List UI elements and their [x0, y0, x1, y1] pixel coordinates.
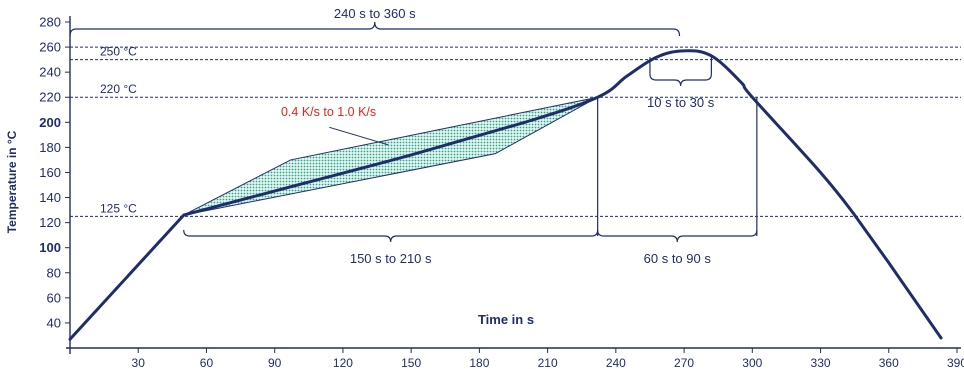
reference-line-label: 125 °C — [100, 201, 137, 215]
x-tick-label: 360 — [879, 356, 899, 369]
y-tick-label: 160 — [39, 165, 61, 180]
x-tick-label: 300 — [742, 356, 762, 369]
y-tick-label: 220 — [39, 90, 61, 105]
ramp-rate-label: 0.4 K/s to 1.0 K/s — [281, 105, 376, 119]
x-tick-label: 210 — [538, 356, 558, 369]
temperature-profile — [68, 49, 943, 341]
time-brackets: 240 s to 360 s 150 s to 210 s 60 s to 90 s… — [69, 6, 758, 266]
y-tick-label: 240 — [39, 65, 61, 80]
y-tick-label: 260 — [39, 40, 61, 55]
total-time-brace — [69, 21, 681, 37]
temperature-profile-line — [68, 49, 943, 341]
y-tick-label: 140 — [39, 190, 61, 205]
y-tick-label: 40 — [47, 315, 61, 330]
ramp-rate-pointer — [329, 126, 389, 146]
peak-time-label: 10 s to 30 s — [647, 95, 715, 110]
reference-line-label: 220 °C — [100, 82, 137, 96]
reference-line-label: 250 °C — [100, 45, 137, 59]
x-tick-label: 330 — [811, 356, 831, 369]
y-axis-label: Temperature in °C — [5, 130, 19, 233]
y-tick-label: 100 — [39, 240, 61, 255]
x-tick-label: 270 — [674, 356, 694, 369]
peak-time-brace — [649, 73, 712, 87]
x-axis-label: Time in s — [478, 312, 534, 327]
x-tick-label: 90 — [268, 356, 282, 369]
y-tick-label: 180 — [39, 140, 61, 155]
x-tick-label: 390 — [947, 356, 964, 369]
axes: 40 60 80 100 120 140 160 180 200 220 240 260 280 30 60… — [39, 15, 964, 369]
y-tick-label: 80 — [47, 265, 61, 280]
reflow-time-brace — [597, 229, 758, 243]
x-tick-label: 180 — [469, 356, 489, 369]
preheat-time-brace — [183, 229, 599, 243]
x-tick-label: 60 — [200, 356, 214, 369]
total-time-label: 240 s to 360 s — [334, 6, 416, 21]
y-tick-label: 120 — [39, 215, 61, 230]
y-tick-label: 280 — [39, 15, 61, 30]
x-tick-label: 120 — [333, 356, 353, 369]
preheat-time-label: 150 s to 210 s — [350, 251, 432, 266]
reflow-time-label: 60 s to 90 s — [644, 251, 712, 266]
x-tick-label: 30 — [132, 356, 146, 369]
y-tick-label: 200 — [39, 115, 61, 130]
reference-lines: 250 °C 220 °C 125 °C — [70, 45, 961, 217]
x-tick-label: 240 — [606, 356, 626, 369]
x-tick-label: 150 — [401, 356, 421, 369]
y-tick-label: 60 — [47, 290, 61, 305]
